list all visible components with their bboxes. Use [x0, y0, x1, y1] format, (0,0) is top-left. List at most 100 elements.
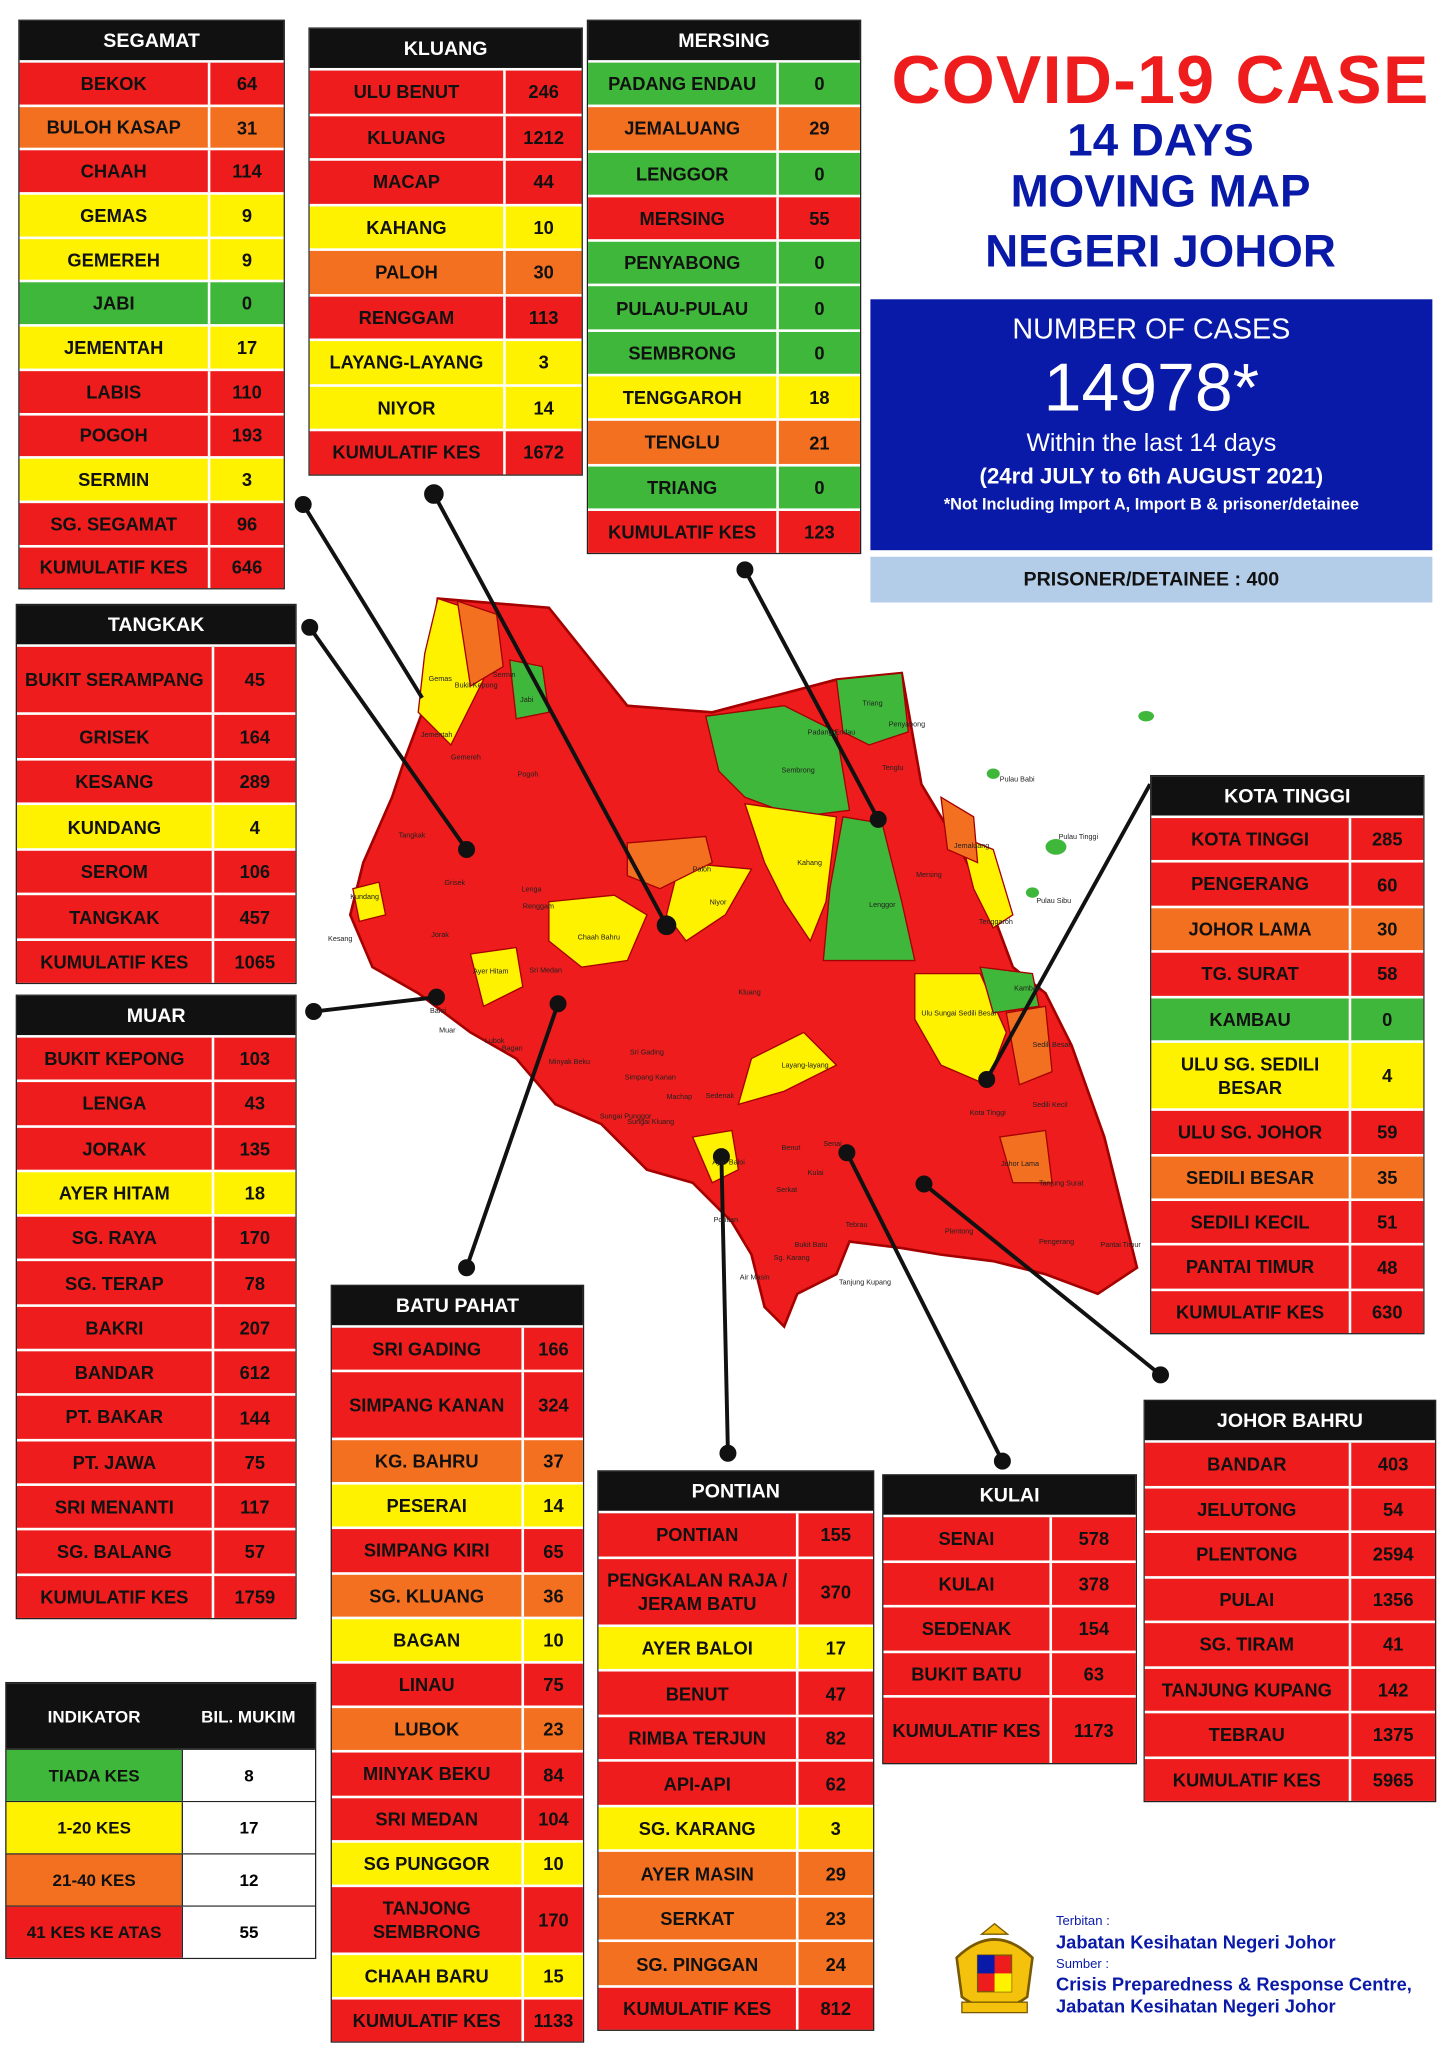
- legend-indicator: 1-20 KES: [6, 1802, 182, 1854]
- table-row: GRISEK 164: [16, 715, 296, 761]
- mukim-name-tenggaroh: TENGGAROH: [588, 376, 779, 419]
- table-title: MERSING: [588, 20, 860, 63]
- mukim-name-kumulatif-kes: KUMULATIF KES: [883, 1697, 1053, 1764]
- case-count: 104: [524, 1797, 583, 1840]
- map-label-sri-gading: Sri Gading: [629, 1049, 664, 1058]
- table-row: SERMIN 3: [19, 458, 284, 503]
- table-row: BEKOK 64: [19, 62, 284, 107]
- legend-header-indicator: INDIKATOR: [47, 1706, 141, 1726]
- case-count: 3: [210, 458, 284, 501]
- map-label-sungai-punggor: Sungai Punggor: [599, 1113, 652, 1122]
- table-row: LUBOK 23: [331, 1708, 583, 1754]
- map-island-3: [1045, 839, 1067, 855]
- case-count: 123: [778, 510, 860, 554]
- mukim-name-sermin: SERMIN: [19, 458, 211, 501]
- case-count: 41: [1351, 1623, 1435, 1666]
- case-count: 60: [1351, 863, 1424, 906]
- table-row: LENGGOR 0: [588, 152, 860, 198]
- mukim-name-kota-tinggi: KOTA TINGGI: [1151, 818, 1352, 861]
- case-count: 30: [1351, 908, 1424, 951]
- table-row: SEDILI KECIL 51: [1151, 1200, 1424, 1246]
- exclusion-note: *Not Including Import A, Import B & pris…: [943, 495, 1359, 514]
- table-row: KULAI 378: [883, 1562, 1136, 1608]
- map-label-paloh: Paloh: [692, 866, 712, 875]
- map-ayer-hitam-zone: [469, 946, 524, 1008]
- mukim-name-bukit-kepong: BUKIT KEPONG: [16, 1037, 215, 1080]
- table-title: KULAI: [883, 1475, 1136, 1518]
- table-row: SENAI 578: [883, 1517, 1136, 1563]
- table-title: BATU PAHAT: [331, 1285, 583, 1328]
- table-row: SG. BALANG 57: [16, 1530, 296, 1576]
- table-row: RIMBA TERJUN 82: [598, 1717, 874, 1763]
- legend-mukim-count: 8: [181, 1749, 315, 1801]
- legend-mukim-count: 12: [181, 1854, 315, 1906]
- case-count: 55: [778, 197, 860, 240]
- map-label-bakri: Bakri: [429, 1007, 447, 1016]
- case-count: 18: [778, 376, 860, 419]
- case-count: 58: [1351, 952, 1424, 996]
- map-label-sedenak: Sedenak: [705, 1092, 735, 1101]
- table-segamat: SEGAMAT BEKOK 64 BULOH KASAP 31 CHAAH 114 GEMAS…: [18, 19, 285, 590]
- map-label-pulau-babi: Pulau Babi: [999, 776, 1035, 785]
- table-row: SEMBRONG 0: [588, 331, 860, 377]
- mukim-name-sembrong: SEMBRONG: [588, 331, 779, 374]
- mukim-name-pt-bakar: PT. BAKAR: [16, 1396, 215, 1439]
- map-label-renggam: Renggam: [522, 903, 554, 911]
- table-row: TANJUNG KUPANG 142: [1144, 1668, 1435, 1714]
- case-count: 29: [798, 1852, 874, 1895]
- map-label-kahang: Kahang: [797, 859, 822, 868]
- map-label-kluang: Kluang: [738, 989, 761, 998]
- table-row: SG. TERAP 78: [16, 1261, 296, 1307]
- case-count: 135: [214, 1127, 296, 1170]
- mukim-name-niyor: NIYOR: [309, 386, 506, 429]
- map-label-senai: Senai: [823, 1140, 842, 1149]
- table-row: LABIS 110: [19, 370, 284, 415]
- subtitle-line-2: MOVING MAP: [1010, 165, 1311, 217]
- map-label-tenggaroh: Tenggaroh: [978, 918, 1013, 927]
- case-count: 1133: [524, 1999, 583, 2042]
- map-label-sermin: Sermin: [492, 671, 516, 680]
- case-count: 84: [524, 1753, 583, 1796]
- mukim-name-jementah: JEMENTAH: [19, 326, 211, 369]
- table-row: ULU BENUT 246: [309, 70, 582, 116]
- map-label-penyabong: Penyabong: [888, 721, 926, 730]
- mukim-name-linau: LINAU: [331, 1663, 525, 1706]
- case-count: 170: [524, 1887, 583, 1953]
- table-pontian: PONTIAN PONTIAN 155 PENGKALAN RAJA / JERAM …: [597, 1470, 875, 2032]
- map-label-sri-medan: Sri Medan: [529, 967, 563, 975]
- case-count: 14: [524, 1485, 583, 1528]
- case-count: 15: [524, 1954, 583, 1998]
- mukim-name-sg-pinggan: SG. PINGGAN: [598, 1942, 799, 1986]
- mukim-name-kulai: KULAI: [883, 1562, 1053, 1605]
- case-count: 37: [524, 1440, 583, 1483]
- map-label-tanjung-kupang: Tanjung Kupang: [839, 1279, 891, 1288]
- period-dates: (24rd JULY to 6th AUGUST 2021): [979, 463, 1324, 489]
- table-row: TG. SURAT 58: [1151, 952, 1424, 998]
- table-row: SG PUNGGOR 10: [331, 1842, 583, 1888]
- mukim-name-padang-endau: PADANG ENDAU: [588, 62, 779, 105]
- case-count: 578: [1052, 1517, 1136, 1560]
- case-count: 144: [214, 1396, 296, 1439]
- map-label-padang-endau: Padang Endau: [807, 729, 856, 738]
- table-row: TANJONG SEMBRONG 170: [331, 1887, 583, 1955]
- mukim-name-gemas: GEMAS: [19, 194, 211, 237]
- case-count: 21: [778, 421, 860, 464]
- map-label-pontian: Pontian: [713, 1216, 738, 1225]
- case-count: 612: [214, 1351, 296, 1394]
- map-label-mersing: Mersing: [916, 871, 942, 880]
- table-row: NIYOR 14: [309, 386, 582, 432]
- case-count: 51: [1351, 1200, 1424, 1244]
- table-row: SIMPANG KIRI 65: [331, 1529, 583, 1575]
- table-row: MACAP 44: [309, 160, 582, 206]
- map-label-tanjung-surat: Tanjung Surat: [1038, 1180, 1084, 1188]
- case-count: 9: [210, 194, 284, 237]
- table-row: TENGGAROH 18: [588, 376, 860, 422]
- table-row: LENGA 43: [16, 1082, 296, 1128]
- mukim-name-sedenak: SEDENAK: [883, 1607, 1053, 1650]
- table-row: KOTA TINGGI 285: [1151, 818, 1424, 864]
- mukim-name-sedili-kecil: SEDILI KECIL: [1151, 1200, 1352, 1244]
- case-count: 9: [210, 238, 284, 281]
- table-muar: MUAR BUKIT KEPONG 103 LENGA 43 JORAK 135 AYER H…: [15, 994, 297, 1620]
- mukim-name-kambau: KAMBAU: [1151, 997, 1352, 1041]
- cases-label: NUMBER OF CASES: [1012, 312, 1291, 346]
